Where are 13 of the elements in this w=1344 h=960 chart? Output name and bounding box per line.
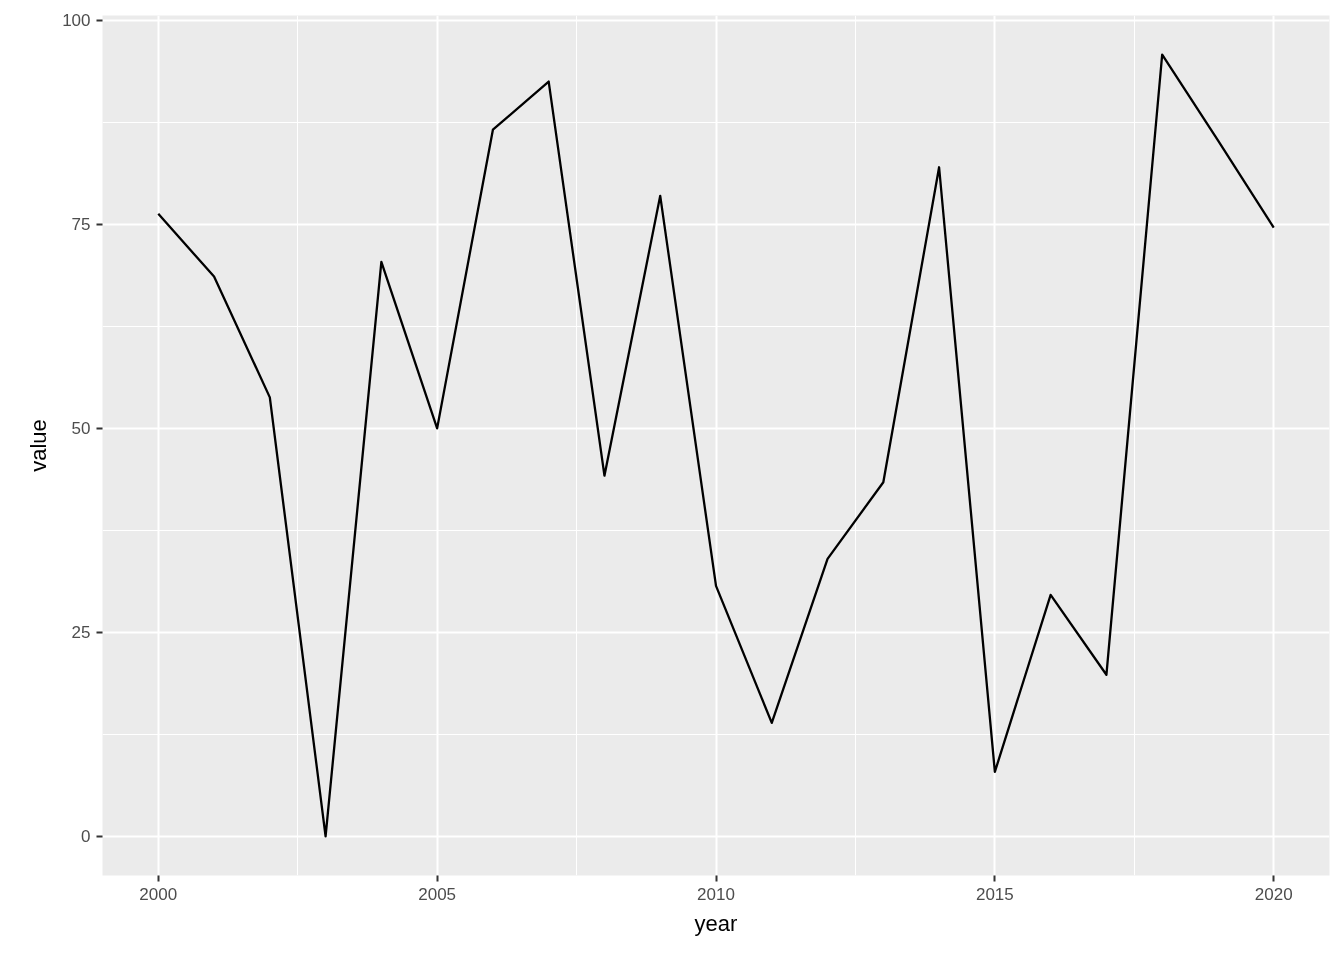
x-tick-label: 2010 [697, 884, 735, 904]
x-tick-label: 2015 [975, 884, 1014, 904]
x-tick-label: 2005 [418, 884, 457, 904]
y-tick-label: 0 [81, 827, 91, 847]
x-tick-label: 2000 [139, 884, 178, 904]
line-series [157, 53, 1275, 838]
x-tick-label: 2020 [1254, 884, 1293, 904]
y-tick-label: 75 [71, 215, 91, 235]
x-axis-title: year [694, 910, 738, 936]
y-tick-label: 50 [71, 419, 91, 439]
y-tick-label: 25 [71, 623, 91, 643]
y-tick-label: 100 [62, 11, 91, 31]
y-axis-title: value [26, 419, 52, 472]
